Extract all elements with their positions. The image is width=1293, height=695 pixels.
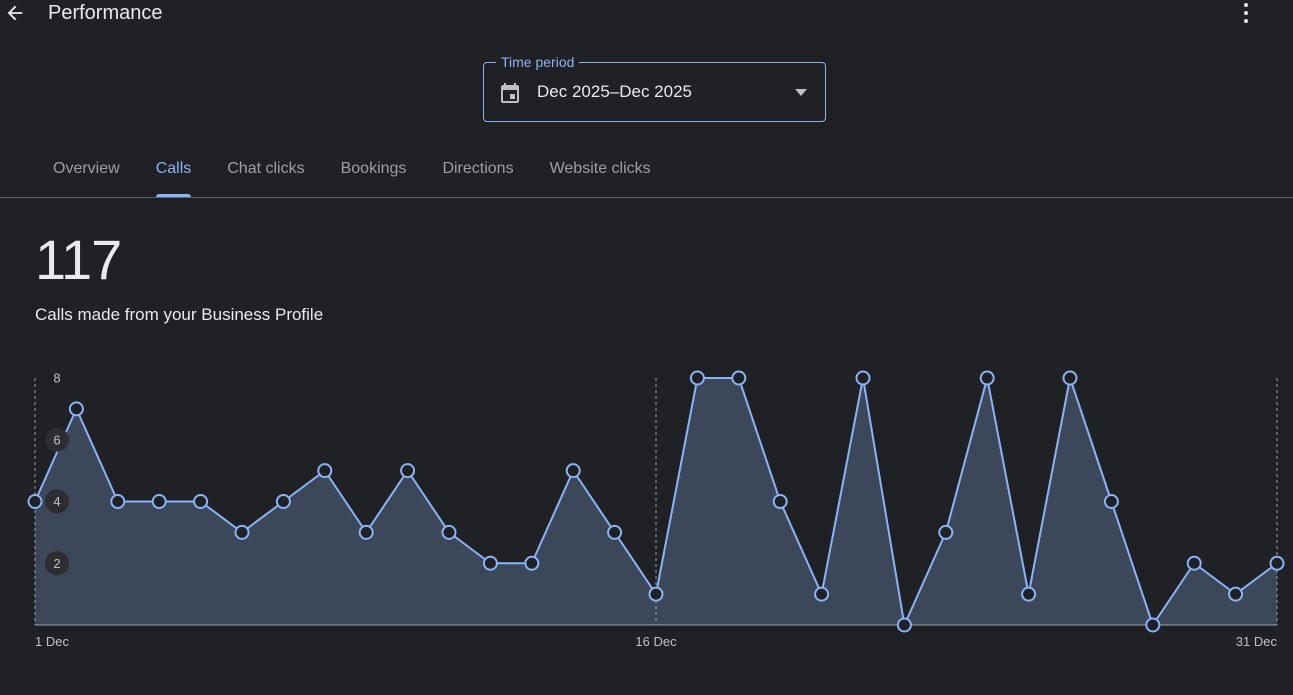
x-tick-label: 1 Dec bbox=[35, 634, 69, 649]
data-point bbox=[565, 463, 581, 479]
data-point bbox=[1145, 617, 1161, 633]
tab-chat-clicks[interactable]: Chat clicks bbox=[227, 160, 305, 177]
data-point bbox=[275, 494, 291, 509]
data-point bbox=[689, 370, 705, 386]
data-point bbox=[855, 370, 871, 386]
tab-website-clicks[interactable]: Website clicks bbox=[549, 160, 651, 177]
x-tick-label: 16 Dec bbox=[635, 634, 677, 649]
y-tick-badge bbox=[45, 427, 69, 452]
y-tick-label: 4 bbox=[53, 494, 60, 509]
tab-directions[interactable]: Directions bbox=[442, 160, 514, 177]
data-point bbox=[1021, 586, 1037, 602]
tab-calls[interactable]: Calls bbox=[138, 150, 210, 197]
data-point bbox=[400, 463, 416, 479]
data-point bbox=[648, 586, 664, 602]
arrow-back-icon bbox=[7, 5, 23, 21]
data-point bbox=[317, 463, 333, 479]
data-point bbox=[27, 494, 43, 509]
time-period-value: Dec 2025–Dec 2025 bbox=[537, 82, 693, 101]
metric-caption: Calls made from your Business Profile bbox=[35, 305, 324, 324]
y-tick-badge bbox=[45, 551, 69, 576]
data-point bbox=[482, 555, 498, 571]
time-period-label: Time period bbox=[496, 54, 580, 70]
y-tick-label: 6 bbox=[53, 432, 60, 447]
data-point bbox=[193, 494, 209, 509]
dropdown-arrow-icon bbox=[795, 89, 807, 96]
tabs-divider bbox=[0, 197, 1293, 198]
data-point bbox=[896, 617, 912, 633]
data-point bbox=[607, 524, 623, 540]
data-point bbox=[1228, 586, 1244, 602]
data-point bbox=[358, 524, 374, 540]
y-tick-badge bbox=[45, 489, 69, 514]
data-point bbox=[68, 401, 84, 417]
data-point bbox=[772, 494, 788, 509]
page-title: Performance bbox=[48, 2, 163, 24]
calendar-icon bbox=[501, 83, 519, 103]
data-point bbox=[110, 494, 126, 509]
tab-overview[interactable]: Overview bbox=[53, 160, 120, 177]
series-area bbox=[35, 378, 1277, 625]
more-options-button[interactable] bbox=[1232, 0, 1260, 26]
data-point bbox=[1269, 555, 1285, 571]
data-point bbox=[731, 370, 747, 386]
x-tick-label: 31 Dec bbox=[1236, 634, 1278, 649]
data-point bbox=[441, 524, 457, 540]
y-tick-label: 2 bbox=[53, 556, 60, 571]
metric-total: 117 bbox=[35, 228, 122, 291]
data-point bbox=[1103, 494, 1119, 509]
data-point bbox=[938, 524, 954, 540]
tab-bookings[interactable]: Bookings bbox=[340, 160, 407, 177]
data-point bbox=[814, 586, 830, 602]
metric-tabs: Overview Calls Chat clicks Bookings Dire… bbox=[35, 150, 669, 198]
data-point bbox=[234, 524, 250, 540]
calls-chart: 2 4 6 8 1 Dec 16 Dec 31 Dec bbox=[27, 370, 1285, 649]
y-tick-label: 8 bbox=[53, 371, 60, 386]
time-period-select[interactable]: Time period Dec 2025–Dec 2025 bbox=[483, 54, 826, 122]
more-vert-icon bbox=[1244, 3, 1248, 23]
data-point bbox=[1062, 370, 1078, 386]
data-point bbox=[151, 494, 167, 509]
data-point bbox=[1186, 555, 1202, 571]
data-point bbox=[979, 370, 995, 386]
data-point bbox=[524, 555, 540, 571]
back-button[interactable] bbox=[0, 0, 30, 26]
